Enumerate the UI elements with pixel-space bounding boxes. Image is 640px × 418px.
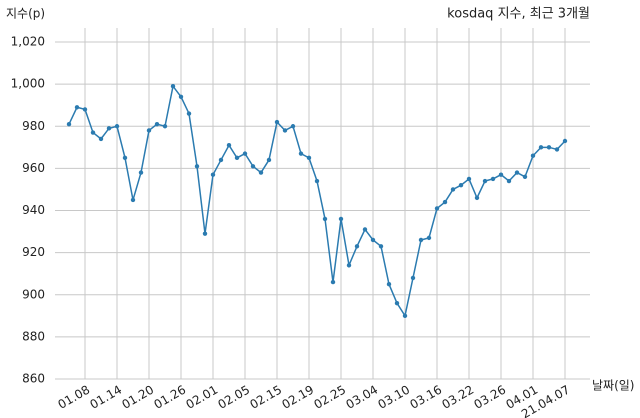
point	[202, 231, 208, 236]
point	[362, 227, 368, 232]
point	[282, 128, 288, 133]
point	[138, 170, 144, 175]
point	[522, 174, 528, 179]
chart-title: kosdaq 지수, 최근 3개월	[447, 7, 590, 22]
x-tick-label: 01.20	[119, 383, 156, 412]
point	[74, 105, 80, 110]
point	[146, 128, 152, 133]
point	[490, 176, 496, 182]
point	[434, 206, 440, 211]
point	[130, 197, 136, 203]
point	[538, 145, 544, 150]
y-tick-label: 920	[22, 245, 45, 259]
x-tick-label: 03.04	[343, 383, 380, 412]
point	[162, 124, 168, 129]
x-tick-label: 03.26	[471, 383, 508, 412]
point	[338, 216, 344, 222]
point	[122, 155, 128, 161]
point	[90, 130, 96, 135]
point	[458, 183, 464, 188]
point	[66, 121, 72, 127]
point	[106, 126, 112, 131]
point	[546, 145, 552, 150]
point	[330, 279, 336, 285]
point	[418, 237, 424, 243]
x-tick-label: 02.05	[215, 383, 252, 412]
point	[498, 172, 504, 177]
point	[154, 121, 160, 127]
point	[250, 164, 256, 169]
point	[242, 151, 248, 156]
point	[386, 282, 392, 287]
x-tick-label: 01.14	[87, 383, 124, 412]
point	[322, 216, 328, 222]
x-tick-label: 03.16	[407, 383, 444, 412]
point	[450, 187, 456, 192]
y-tick-label: 1,020	[11, 35, 45, 49]
point	[346, 263, 352, 268]
y-tick-label: 880	[22, 329, 45, 343]
point	[410, 275, 416, 281]
point	[530, 153, 536, 158]
point	[98, 136, 104, 142]
x-tick-label: 01.26	[151, 383, 188, 412]
y-tick-label: 960	[22, 161, 45, 175]
point	[290, 124, 296, 129]
point	[266, 157, 272, 163]
point	[402, 313, 408, 319]
point	[554, 147, 560, 152]
y-axis-label: 지수(p)	[6, 7, 45, 21]
x-axis-label: 날짜(일)	[592, 379, 634, 393]
y-tick-label: 900	[22, 287, 45, 301]
point	[226, 143, 232, 148]
point	[354, 244, 360, 249]
x-tick-label: 02.01	[183, 383, 220, 412]
x-tick-label: 03.22	[439, 383, 476, 412]
x-tick-label: 03.10	[375, 383, 412, 412]
x-tick-label: 01.08	[55, 383, 92, 412]
y-tick-label: 980	[22, 119, 45, 133]
point	[218, 157, 224, 163]
point	[482, 178, 488, 184]
y-tick-label: 1,000	[11, 77, 45, 91]
point	[314, 178, 320, 184]
point	[210, 172, 216, 177]
point	[114, 124, 120, 129]
point	[562, 138, 568, 144]
point	[378, 244, 384, 249]
y-tick-label: 940	[22, 203, 45, 217]
point	[170, 84, 176, 89]
point	[506, 178, 512, 184]
point	[306, 155, 312, 161]
y-tick-label: 860	[22, 372, 45, 386]
point	[514, 170, 520, 175]
point	[474, 195, 480, 201]
x-tick-label: 02.25	[311, 383, 348, 412]
point	[234, 155, 240, 161]
x-tick-label: 02.19	[279, 383, 316, 412]
line	[68, 84, 566, 318]
point	[394, 300, 400, 306]
point	[298, 151, 304, 156]
point	[186, 111, 192, 116]
point	[426, 235, 432, 241]
point	[82, 107, 88, 112]
point	[258, 170, 264, 175]
point	[194, 164, 200, 169]
point	[466, 176, 472, 182]
point	[370, 237, 376, 243]
x-tick-label: 02.15	[247, 383, 284, 412]
point	[178, 94, 184, 99]
point	[442, 199, 448, 205]
point	[274, 119, 280, 125]
